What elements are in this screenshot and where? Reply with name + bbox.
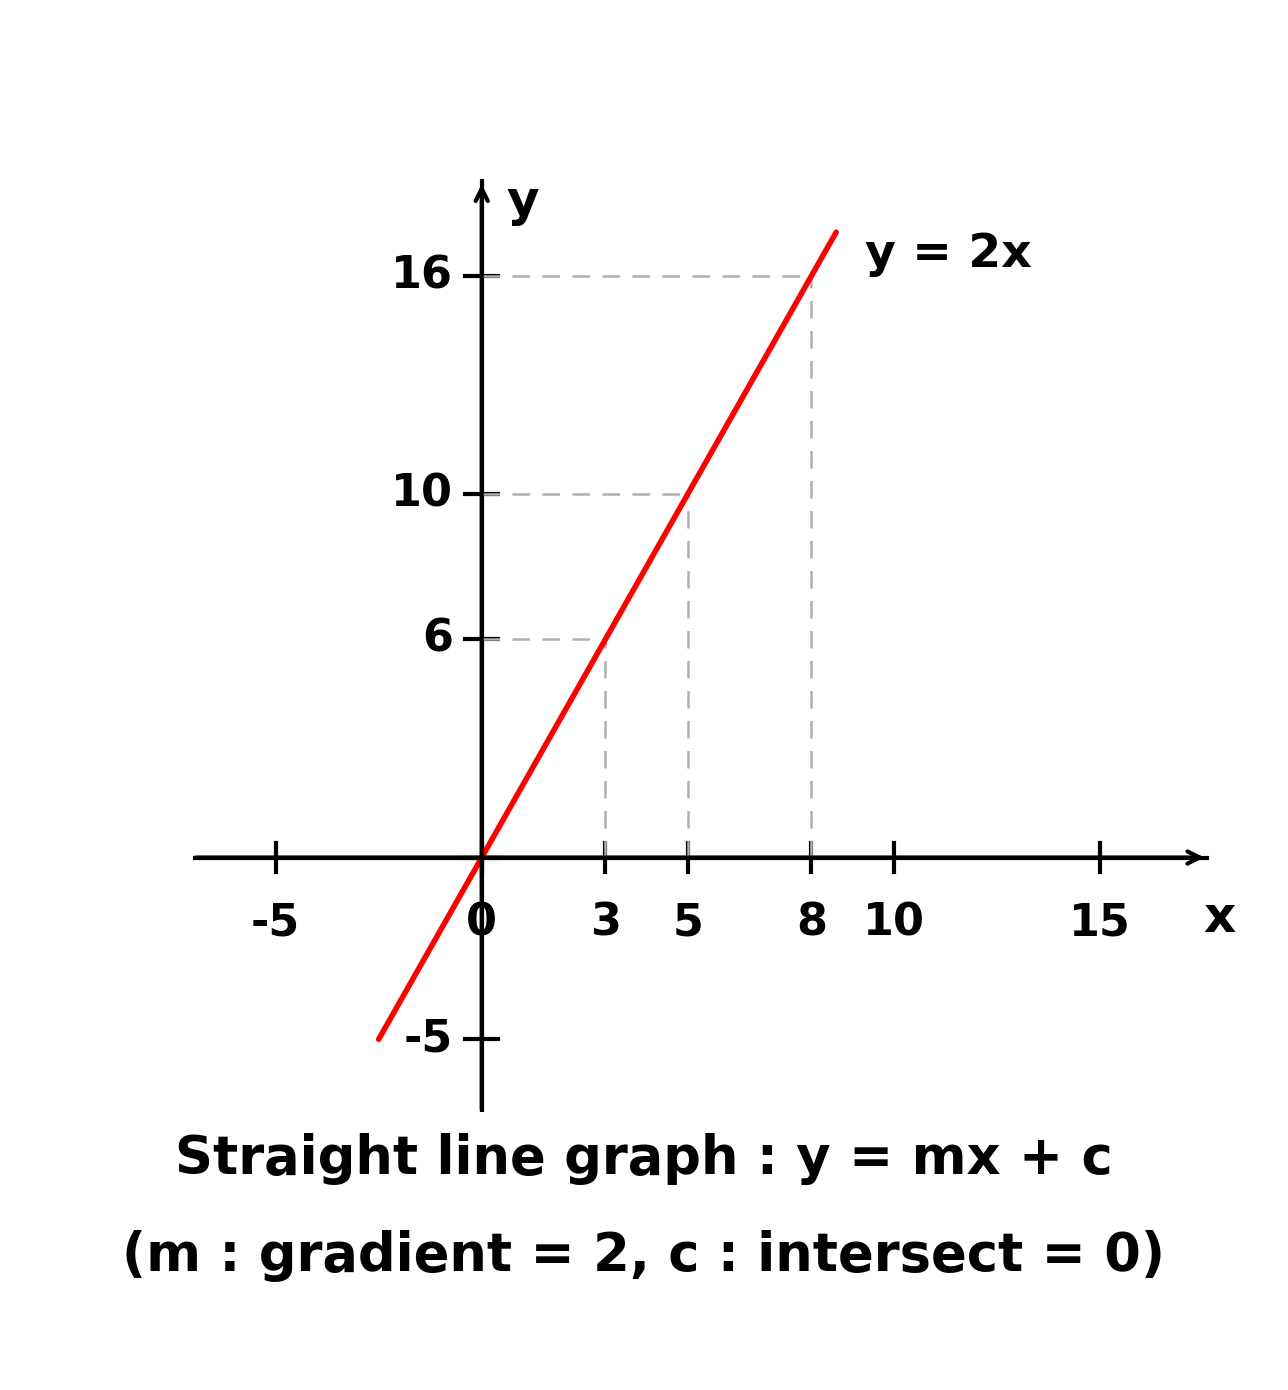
Text: 6: 6 bbox=[422, 619, 453, 660]
Text: Straight line graph : y = mx + c: Straight line graph : y = mx + c bbox=[175, 1133, 1113, 1184]
Text: 16: 16 bbox=[390, 254, 453, 297]
Text: 0: 0 bbox=[466, 901, 497, 944]
Text: x: x bbox=[1203, 894, 1235, 942]
Text: -5: -5 bbox=[251, 901, 300, 944]
Text: 15: 15 bbox=[1069, 901, 1131, 944]
Text: y = 2x: y = 2x bbox=[866, 232, 1032, 277]
Text: (m : gradient = 2, c : intersect = 0): (m : gradient = 2, c : intersect = 0) bbox=[122, 1230, 1166, 1282]
Text: 5: 5 bbox=[672, 901, 703, 944]
Text: 10: 10 bbox=[863, 901, 925, 944]
Text: 8: 8 bbox=[796, 901, 827, 944]
Text: 10: 10 bbox=[390, 473, 453, 516]
Text: -5: -5 bbox=[403, 1017, 453, 1061]
Text: y: y bbox=[506, 178, 540, 225]
Text: alamy: alamy bbox=[26, 1329, 120, 1357]
Text: 3: 3 bbox=[590, 901, 621, 944]
